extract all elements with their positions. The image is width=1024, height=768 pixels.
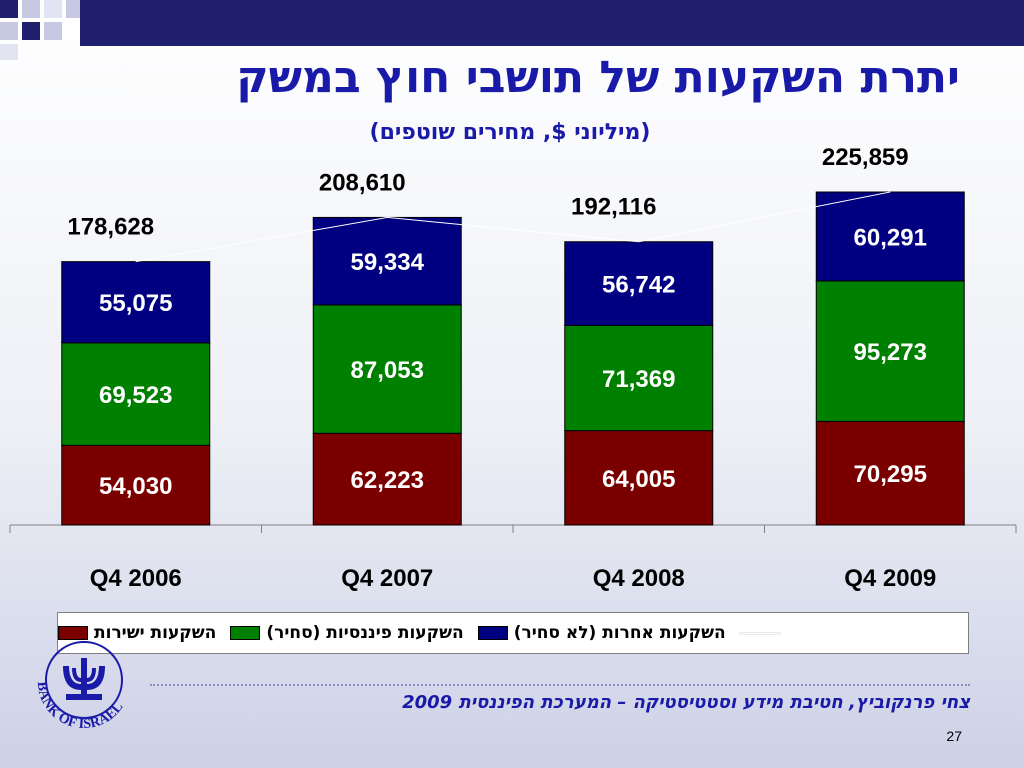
x-tick-label: Q4 2007: [341, 565, 433, 592]
legend-swatch: [58, 626, 88, 640]
total-label: 225,859: [822, 144, 909, 171]
data-label: 54,030: [99, 473, 172, 500]
legend-swatch: [230, 626, 261, 640]
bar-segment: [61, 342, 211, 446]
bar-segment: [815, 191, 965, 282]
total-label: 178,628: [67, 214, 154, 241]
corner-decoration: [0, 0, 120, 60]
bar-segment: [815, 420, 965, 526]
data-label: 64,005: [602, 466, 675, 493]
data-label: 56,742: [602, 272, 675, 299]
chart-legend: השקעות ישירות השקעות פיננסיות (סחיר) השקעו…: [57, 612, 969, 654]
bar-segment: [815, 280, 965, 422]
bar-segment: [312, 432, 462, 526]
data-label: 71,369: [602, 366, 675, 393]
data-label: 87,053: [351, 357, 424, 384]
header-bar: [80, 0, 1024, 46]
legend-item: [739, 632, 780, 634]
bar-segment: [312, 216, 462, 306]
data-label: 95,273: [854, 339, 927, 366]
legend-line-swatch: [739, 632, 780, 634]
data-label: 55,075: [99, 290, 172, 317]
legend-label: השקעות פיננסיות (סחיר): [266, 623, 464, 643]
x-tick-label: Q4 2006: [90, 565, 182, 592]
data-label: 70,295: [854, 461, 927, 488]
data-label: 69,523: [99, 382, 172, 409]
total-label: 208,610: [319, 169, 406, 196]
total-label: 192,116: [571, 194, 656, 221]
bar-segment: [312, 304, 462, 434]
legend-label: השקעות ישירות: [94, 623, 217, 643]
x-tick-label: Q4 2008: [593, 565, 685, 592]
x-tick-label: Q4 2009: [844, 565, 936, 592]
legend-label: השקעות אחרות (לא סחיר): [513, 623, 726, 643]
stacked-bar-chart: 54,030 69,523 55,075 Q4 2006 62,223 87,053 59,…: [9, 144, 1017, 592]
legend-item: השקעות ישירות: [58, 623, 216, 643]
totals-line: [135, 191, 891, 263]
data-label: 60,291: [854, 224, 927, 251]
bank-of-israel-logo: BANK OF ISRAEL: [18, 620, 148, 750]
legend-item: השקעות פיננסיות (סחיר): [230, 623, 464, 643]
data-label: 62,223: [351, 467, 424, 494]
legend-item: השקעות אחרות (לא סחיר): [477, 623, 726, 643]
slide-subtitle: (מיליוני $, מחירים שוטפים): [369, 120, 651, 145]
footer-divider: [150, 684, 970, 686]
data-label: 59,334: [351, 249, 425, 276]
bar-segment: [564, 430, 714, 526]
bar-segment: [564, 241, 714, 326]
slide-footer: צחי פרנקוביץ, חטיבת מידע וסטטיסטיקה – המ…: [402, 692, 970, 713]
bar-segment: [61, 444, 211, 526]
page-number: 27: [946, 728, 962, 744]
bar-segment: [564, 324, 714, 432]
legend-swatch: [477, 626, 508, 640]
bar-segment: [61, 261, 211, 344]
slide-title: יתרת השקעות של תושבי חוץ במשק: [236, 52, 960, 103]
